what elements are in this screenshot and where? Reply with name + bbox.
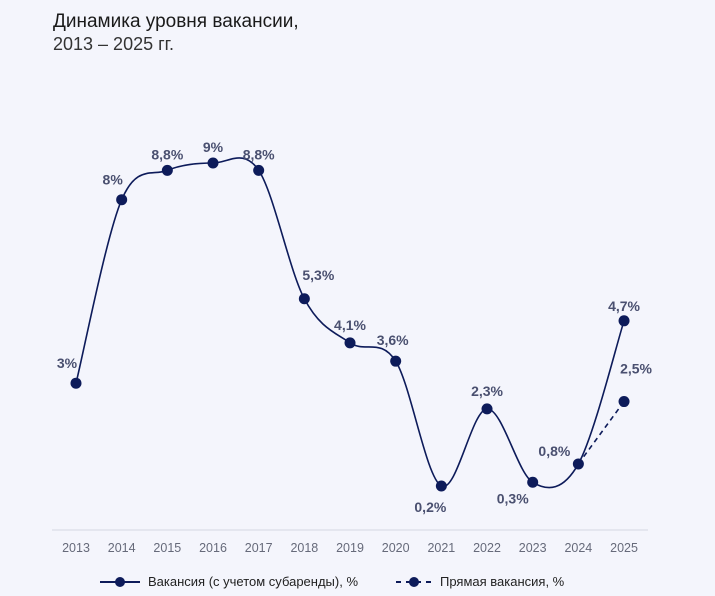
x-tick-label: 2014 [108,541,136,555]
x-tick-label: 2022 [473,541,501,555]
data-point [481,403,493,415]
data-point [207,157,219,169]
x-tick-label: 2023 [519,541,547,555]
data-point [572,458,584,470]
data-label: 0,8% [538,443,570,459]
x-tick-label: 2020 [382,541,410,555]
x-tick-label: 2018 [290,541,318,555]
data-label: 4,7% [608,298,640,314]
data-label: 0,3% [497,490,529,506]
data-label: 8,8% [243,146,275,162]
x-tick-label: 2016 [199,541,227,555]
legend-dashed-line-icon [396,576,432,587]
data-point [435,480,447,492]
data-point [298,293,310,305]
data-label: 3% [57,355,78,371]
data-point [253,164,265,176]
data-point [161,164,173,176]
data-point-direct [618,396,630,408]
data-label: 3,6% [377,332,409,348]
x-tick-label: 2017 [245,541,273,555]
x-tick-label: 2019 [336,541,364,555]
data-point [618,315,630,327]
data-label: 5,3% [302,267,334,283]
legend-item-direct-vacancy: Прямая вакансия, % [396,574,564,589]
data-point [116,194,128,206]
data-label: 2,3% [471,383,503,399]
legend-item-total-vacancy: Вакансия (с учетом субаренды), % [100,574,358,589]
data-label: 8,8% [151,146,183,162]
chart-subtitle: 2013 – 2025 гг. [53,34,175,54]
data-label-direct: 2,5% [620,361,652,377]
x-tick-label: 2013 [62,541,90,555]
data-label: 0,2% [414,499,446,515]
data-point [390,355,402,367]
series-line-direct-vacancy [577,401,625,465]
x-tick-label: 2024 [564,541,592,555]
data-point [70,377,82,389]
data-point [527,476,539,488]
legend-label: Прямая вакансия, % [440,574,565,589]
data-point [344,337,356,349]
data-label: 4,1% [334,317,366,333]
chart-title: Динамика уровня вакансии, 2013 – 2025 гг… [53,11,299,54]
legend-label: Вакансия (с учетом субаренды), % [148,574,358,589]
x-tick-label: 2015 [153,541,181,555]
data-label: 9% [203,139,224,155]
data-label: 8% [103,172,124,188]
chart-title-main: Динамика уровня вакансии [53,11,294,32]
x-tick-label: 2025 [610,541,638,555]
legend-solid-line-icon [100,576,140,587]
x-tick-label: 2021 [427,541,455,555]
